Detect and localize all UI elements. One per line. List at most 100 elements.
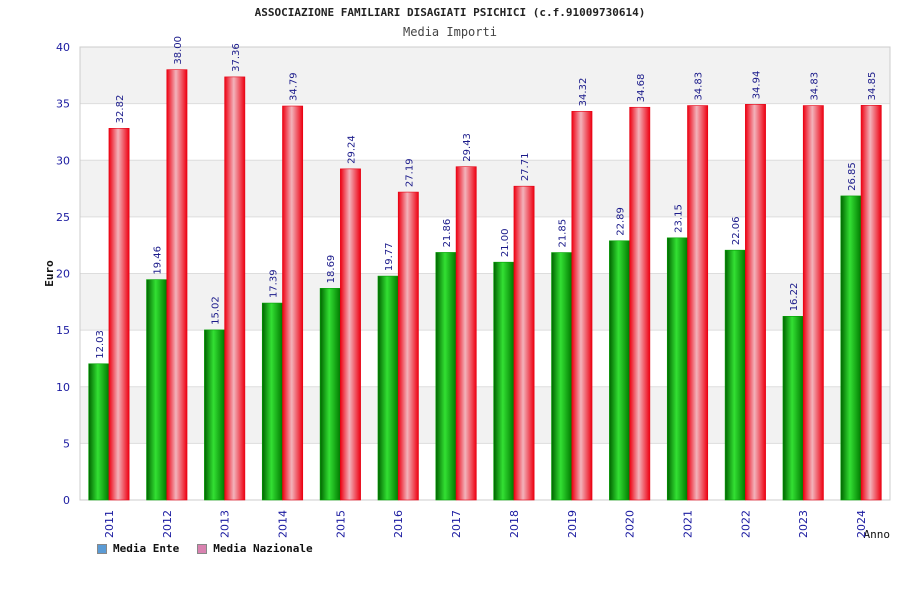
x-tick-label: 2011: [103, 510, 116, 538]
data-label-media-ente: 22.89: [616, 207, 627, 236]
bar-media-nazionale: [860, 105, 882, 501]
bar-media-ente: [840, 195, 862, 501]
axes: 0 5 10 15 20 25 30 35 40 Euro Anno 2011 2012 2013 2014…: [43, 41, 890, 541]
y-tick-label: 5: [63, 437, 70, 450]
x-tick-label: 2024: [855, 510, 868, 538]
bar-media-ente: [551, 252, 573, 501]
grid-band: [80, 330, 890, 387]
data-labels: 12.03 32.82 19.46 38.00 15.02 37.36 17.39 34.79…: [95, 36, 878, 359]
bar-media-nazionale: [571, 111, 593, 501]
chart-title: ASSOCIAZIONE FAMILIARI DISAGIATI PSICHIC…: [254, 6, 646, 19]
data-label-media-nazionale: 27.71: [520, 153, 531, 182]
legend-item-nazionale: Media Nazionale: [197, 542, 313, 555]
bar-media-nazionale: [340, 168, 361, 501]
data-label-media-ente: 22.06: [731, 217, 742, 246]
bar-media-nazionale: [513, 185, 535, 501]
data-label-media-ente: 19.46: [153, 246, 164, 275]
data-label-media-ente: 12.03: [95, 330, 106, 359]
grid-band: [80, 47, 890, 104]
data-label-media-nazionale: 34.94: [751, 71, 762, 100]
data-label-media-nazionale: 34.85: [867, 72, 878, 101]
data-label-media-ente: 21.85: [558, 219, 569, 248]
legend-swatch-nazionale: [197, 543, 208, 554]
x-tick-label: 2016: [392, 510, 405, 538]
y-axis-label: Euro: [43, 260, 56, 287]
data-label-media-nazionale: 29.24: [346, 135, 357, 164]
x-tick-label: 2018: [508, 510, 521, 538]
bar-media-nazionale: [687, 105, 709, 501]
y-tick-label: 20: [56, 268, 70, 281]
data-label-media-nazionale: 34.83: [694, 72, 705, 101]
bar-media-ente: [88, 363, 110, 501]
bar-media-ente: [261, 302, 283, 501]
bar-media-nazionale: [397, 191, 419, 501]
x-tick-label: 2020: [624, 510, 637, 538]
y-tick-label: 35: [56, 98, 70, 111]
y-tick-label: 15: [56, 324, 70, 337]
x-tick-label: 2023: [797, 510, 810, 538]
legend: Media Ente Media Nazionale: [97, 542, 313, 555]
data-label-media-nazionale: 38.00: [173, 36, 184, 65]
data-label-media-nazionale: 34.32: [578, 78, 589, 107]
data-label-media-nazionale: 27.19: [404, 158, 415, 187]
y-tick-label: 30: [56, 154, 70, 167]
x-tick-label: 2014: [277, 510, 290, 538]
data-label-media-ente: 21.86: [442, 219, 453, 248]
data-label-media-ente: 19.77: [384, 242, 395, 271]
data-label-media-nazionale: 34.79: [289, 72, 300, 101]
bar-media-ente: [377, 275, 399, 501]
data-label-media-nazionale: 34.83: [809, 72, 820, 101]
legend-label-nazionale: Media Nazionale: [213, 542, 313, 555]
bar-media-ente: [435, 252, 457, 501]
bar-media-nazionale: [802, 105, 824, 501]
data-label-media-nazionale: 29.43: [462, 133, 473, 162]
x-tick-label: 2013: [219, 510, 232, 538]
x-axis-label: Anno: [864, 528, 891, 541]
x-tick-label: 2021: [682, 510, 695, 538]
data-label-media-ente: 15.02: [211, 296, 222, 325]
grid-band: [80, 386, 890, 444]
data-label-media-ente: 26.85: [847, 162, 858, 191]
data-label-media-ente: 23.15: [673, 204, 684, 233]
bar-media-nazionale: [455, 166, 477, 501]
grid-band: [80, 443, 890, 500]
data-label-media-nazionale: 34.68: [636, 74, 647, 103]
legend-item-ente: Media Ente: [97, 542, 179, 555]
y-tick-label: 10: [56, 381, 70, 394]
legend-label-ente: Media Ente: [113, 542, 180, 555]
bar-media-nazionale: [745, 104, 766, 501]
bar-media-nazionale: [224, 76, 246, 501]
grid-band: [80, 216, 890, 274]
bar-media-nazionale: [282, 105, 304, 501]
x-tick-label: 2012: [161, 510, 174, 538]
data-label-media-nazionale: 37.36: [231, 43, 242, 72]
bar-media-ente: [666, 237, 688, 501]
x-tick-label: 2022: [739, 510, 752, 538]
plot-frame: [79, 46, 891, 501]
bars: [88, 69, 882, 501]
bar-media-ente: [493, 261, 515, 501]
grid-band: [80, 160, 890, 217]
x-tick-label: 2017: [450, 510, 463, 538]
bar-media-nazionale: [108, 128, 130, 501]
bar-media-ente: [204, 329, 225, 501]
bar-media-ente: [609, 240, 630, 501]
bar-media-ente: [782, 316, 804, 501]
data-label-media-ente: 18.69: [326, 255, 337, 284]
data-label-media-ente: 16.22: [789, 283, 800, 312]
bar-media-nazionale: [629, 106, 651, 501]
data-label-media-ente: 21.00: [500, 229, 511, 258]
chart-subtitle: Media Importi: [403, 25, 497, 39]
grid: [79, 46, 891, 501]
x-tick-label: 2019: [566, 510, 579, 538]
bar-media-ente: [146, 279, 168, 501]
x-tick-label: 2015: [334, 510, 347, 538]
grid-band: [80, 273, 890, 331]
bar-media-nazionale: [166, 69, 188, 501]
y-tick-label: 25: [56, 211, 70, 224]
y-tick-label: 40: [56, 41, 70, 54]
legend-swatch-ente: [97, 543, 107, 554]
data-label-media-ente: 17.39: [268, 269, 279, 298]
bar-media-ente: [724, 249, 746, 501]
